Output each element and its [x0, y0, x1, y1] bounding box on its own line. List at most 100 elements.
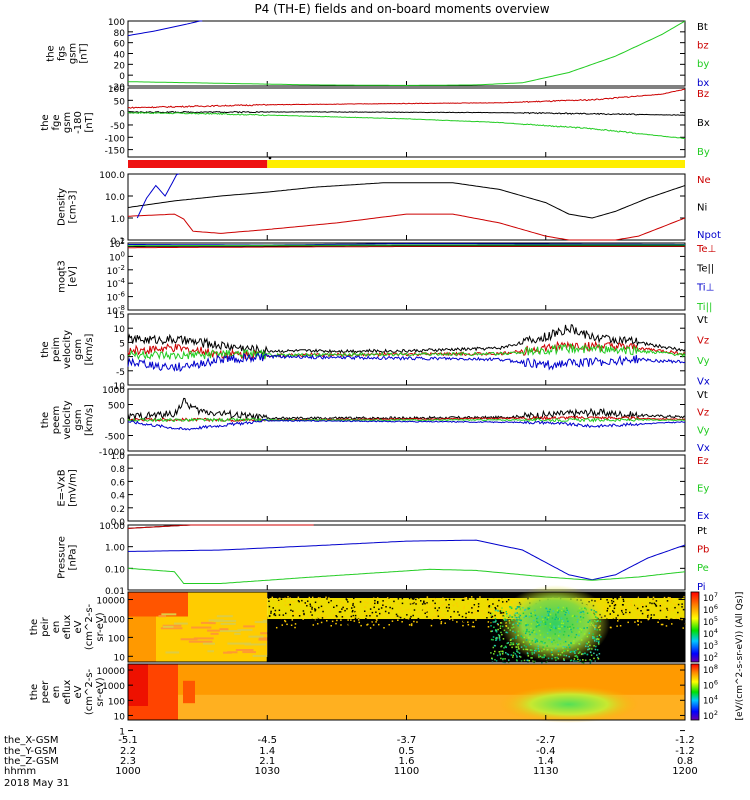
legend-Pb: Pb — [697, 545, 709, 556]
heatmap-cell — [281, 624, 284, 626]
heatmap-cell — [440, 622, 442, 625]
y-tick-label: 10 — [114, 712, 126, 722]
heatmap-cell — [330, 599, 332, 602]
heatmap-cell — [378, 608, 380, 611]
heatmap-cell — [364, 624, 367, 627]
heatmap-cell — [534, 609, 536, 612]
y-tick-label: 1000 — [102, 615, 125, 625]
heatmap-cell — [432, 604, 435, 607]
heatmap-cell — [461, 615, 464, 618]
heatmap-cell — [311, 596, 314, 599]
heatmap-cell — [434, 607, 436, 609]
heatmap-cell — [272, 607, 274, 609]
heatmap-cell — [491, 630, 494, 632]
heatmap-cell — [566, 609, 568, 611]
heatmap-cell — [284, 619, 286, 622]
heatmap-cell — [651, 602, 653, 605]
heatmap-cell — [235, 648, 254, 651]
heatmap-cell — [568, 627, 571, 630]
heatmap-cell — [641, 602, 643, 605]
legend-Ne: Ne — [697, 175, 711, 186]
heatmap-cell — [350, 615, 353, 618]
heatmap-cell — [469, 596, 471, 598]
heatmap-cell — [547, 648, 549, 651]
heatmap-cell — [527, 637, 530, 639]
heatmap-cell — [268, 619, 271, 621]
heatmap-region — [183, 680, 195, 704]
heatmap-cell — [539, 655, 542, 658]
panel-density: 100.0 10.0 1.0 0.1 Density [cm-3] Ne Ni Npot — [57, 171, 721, 247]
heatmap-cell — [314, 601, 317, 604]
heatmap-cell — [273, 612, 276, 615]
y-axis-label: sr-eV) — [95, 612, 106, 641]
legend-Pi: Pi — [697, 582, 706, 593]
heatmap-cell — [500, 612, 503, 614]
heatmap-cell — [458, 614, 461, 616]
heatmap-cell — [516, 619, 518, 621]
heatmap-cell — [342, 616, 345, 618]
heatmap-cell — [650, 614, 653, 616]
y-tick-label: 500 — [108, 402, 125, 412]
heatmap-cell — [630, 596, 633, 598]
heatmap-cell — [510, 654, 513, 656]
y-tick-label: 1 — [119, 728, 125, 738]
heatmap-cell — [285, 612, 287, 615]
heatmap-cell — [518, 620, 520, 622]
heatmap-cell — [670, 618, 672, 621]
heatmap-cell — [668, 618, 670, 620]
heatmap-cell — [524, 632, 527, 635]
y-tick-label: -50 — [110, 122, 125, 132]
heatmap-cell — [594, 660, 597, 663]
heatmap-cell — [499, 610, 502, 612]
y-tick-label: 10-6 — [107, 291, 126, 304]
heatmap-cell — [340, 624, 342, 626]
heatmap-cell — [161, 613, 177, 616]
heatmap-cell — [677, 603, 680, 606]
heatmap-cell — [451, 619, 454, 621]
heatmap-cell — [630, 626, 632, 629]
heatmap-cell — [456, 605, 459, 607]
heatmap-cell — [539, 606, 542, 609]
legend-bx: bx — [697, 78, 709, 89]
heatmap-cell — [426, 596, 429, 598]
heatmap-cell — [530, 657, 532, 659]
heatmap-cell — [621, 603, 624, 606]
heatmap-cell — [162, 624, 182, 627]
heatmap-cell — [655, 604, 657, 607]
heatmap-cell — [546, 610, 549, 613]
heatmap-cell — [302, 610, 305, 612]
heatmap-cell — [512, 654, 514, 657]
y-axis-label: peim — [51, 337, 62, 362]
heatmap-cell — [588, 612, 591, 614]
y-tick-label: 0 — [119, 417, 125, 427]
heatmap-cell — [527, 655, 530, 657]
heatmap-cell — [615, 617, 617, 619]
heatmap-cell — [431, 606, 434, 608]
heatmap-cell — [505, 600, 508, 603]
heatmap-cell — [544, 623, 547, 625]
heatmap-region — [500, 585, 611, 662]
heatmap-cell — [467, 598, 469, 600]
heatmap-cell — [517, 624, 519, 627]
heatmap-cell — [664, 607, 667, 609]
heatmap-cell — [564, 646, 567, 648]
y-tick-label: 10.00 — [99, 522, 125, 532]
heatmap-cell — [580, 629, 583, 631]
heatmap-cell — [510, 606, 512, 608]
heatmap-cell — [649, 602, 651, 604]
heatmap-cell — [293, 601, 295, 604]
heatmap-cell — [522, 615, 524, 617]
heatmap-cell — [399, 624, 402, 626]
heatmap-cell — [350, 625, 353, 627]
heatmap-cell — [551, 643, 554, 645]
series-Pb — [127, 524, 314, 529]
heatmap-cell — [600, 636, 602, 638]
heatmap-cell — [566, 617, 568, 620]
heatmap-cell — [551, 649, 553, 651]
heatmap-cell — [505, 610, 508, 613]
heatmap-cell — [652, 596, 655, 599]
heatmap-cell — [543, 636, 546, 639]
heatmap-cell — [369, 608, 372, 610]
heatmap-cell — [369, 614, 371, 617]
